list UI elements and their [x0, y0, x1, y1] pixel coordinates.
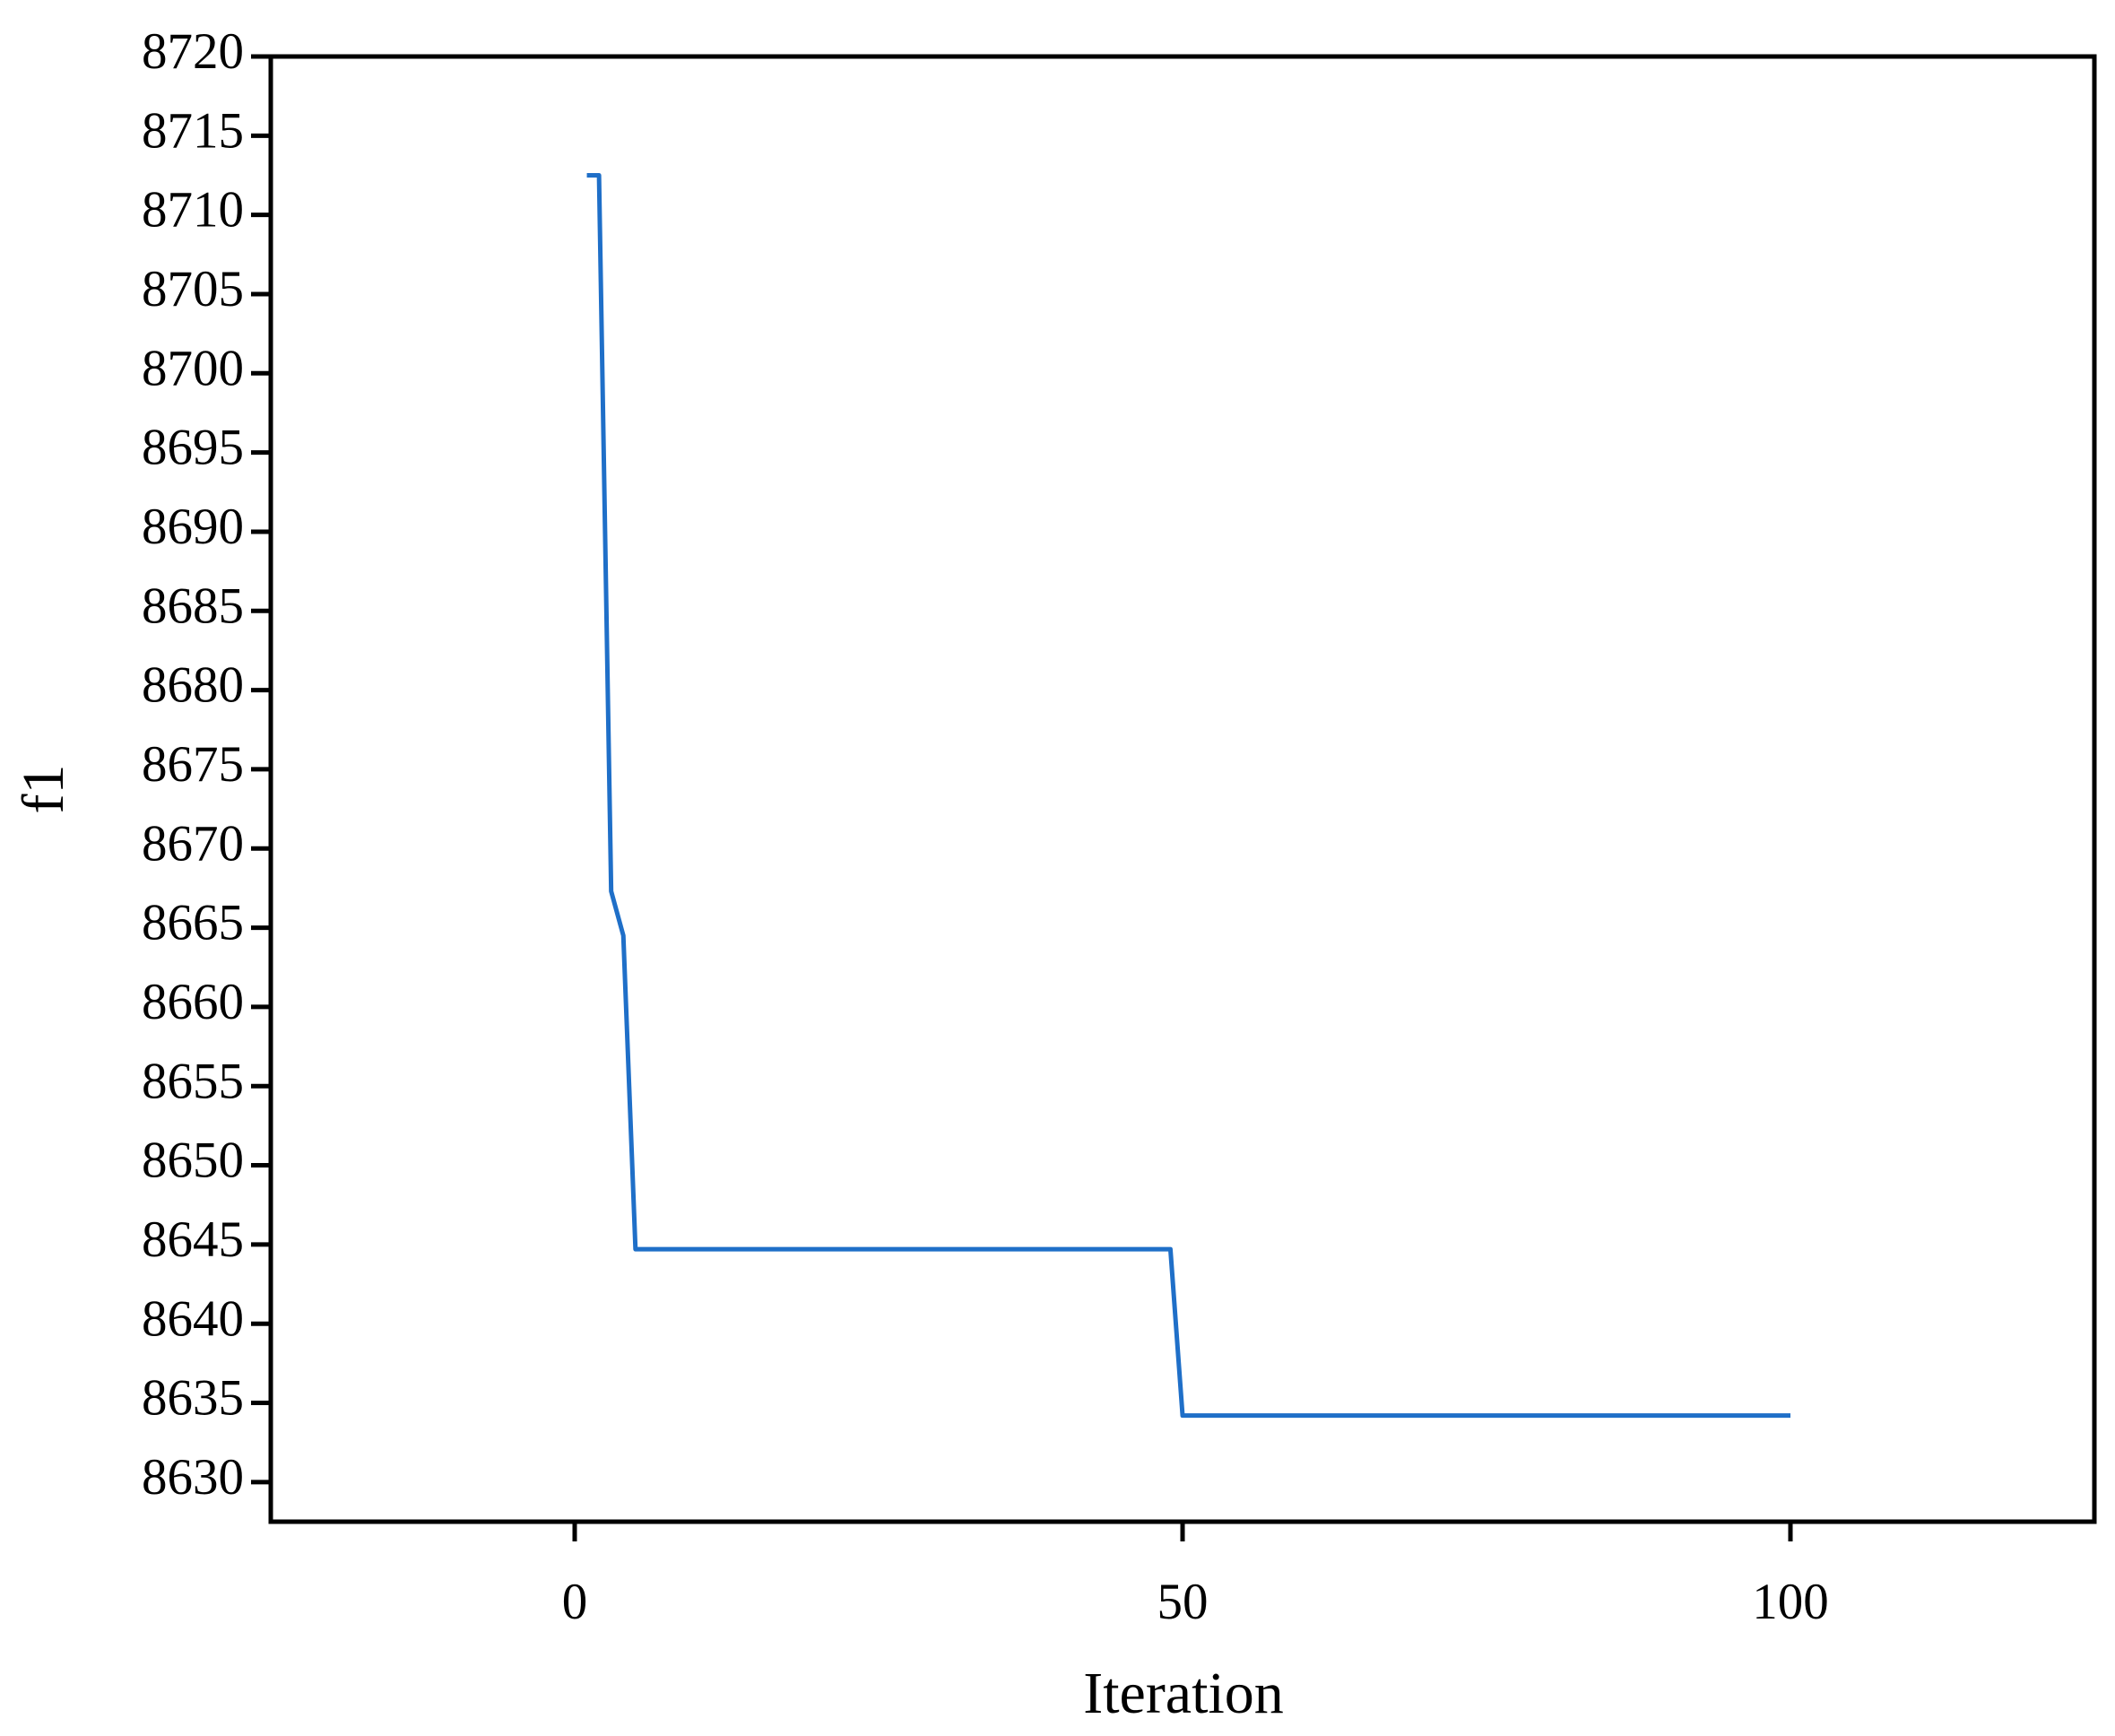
x-tick-label: 100 [1752, 1574, 1829, 1630]
y-tick-label: 8645 [142, 1211, 244, 1268]
y-tick-label: 8720 [142, 23, 244, 80]
y-tick-label: 8715 [142, 102, 244, 159]
y-tick-label: 8630 [142, 1449, 244, 1506]
plot-frame [268, 54, 2097, 1524]
y-axis-label: f1 [11, 765, 76, 814]
y-tick-label: 8660 [142, 974, 244, 1030]
y-tick-label: 8675 [142, 736, 244, 793]
y-tick-label: 8670 [142, 815, 244, 872]
y-tick-label: 8700 [142, 340, 244, 396]
x-tick-label: 50 [1157, 1574, 1209, 1630]
y-tick-label: 8705 [142, 261, 244, 317]
y-tick-label: 8635 [142, 1370, 244, 1427]
y-tick-label: 8650 [142, 1133, 244, 1189]
y-tick-label: 8655 [142, 1053, 244, 1109]
y-tick-label: 8695 [142, 420, 244, 476]
y-tick-label: 8690 [142, 499, 244, 555]
x-axis-label: Iteration [1083, 1661, 1284, 1726]
line-series [586, 172, 1790, 1419]
y-tick-label: 8680 [142, 657, 244, 714]
y-tick-label: 8685 [142, 577, 244, 634]
y-tick-label: 8710 [142, 182, 244, 239]
x-tick-label: 0 [562, 1574, 588, 1630]
y-tick-label: 8665 [142, 895, 244, 951]
y-tick-label: 8640 [142, 1290, 244, 1347]
